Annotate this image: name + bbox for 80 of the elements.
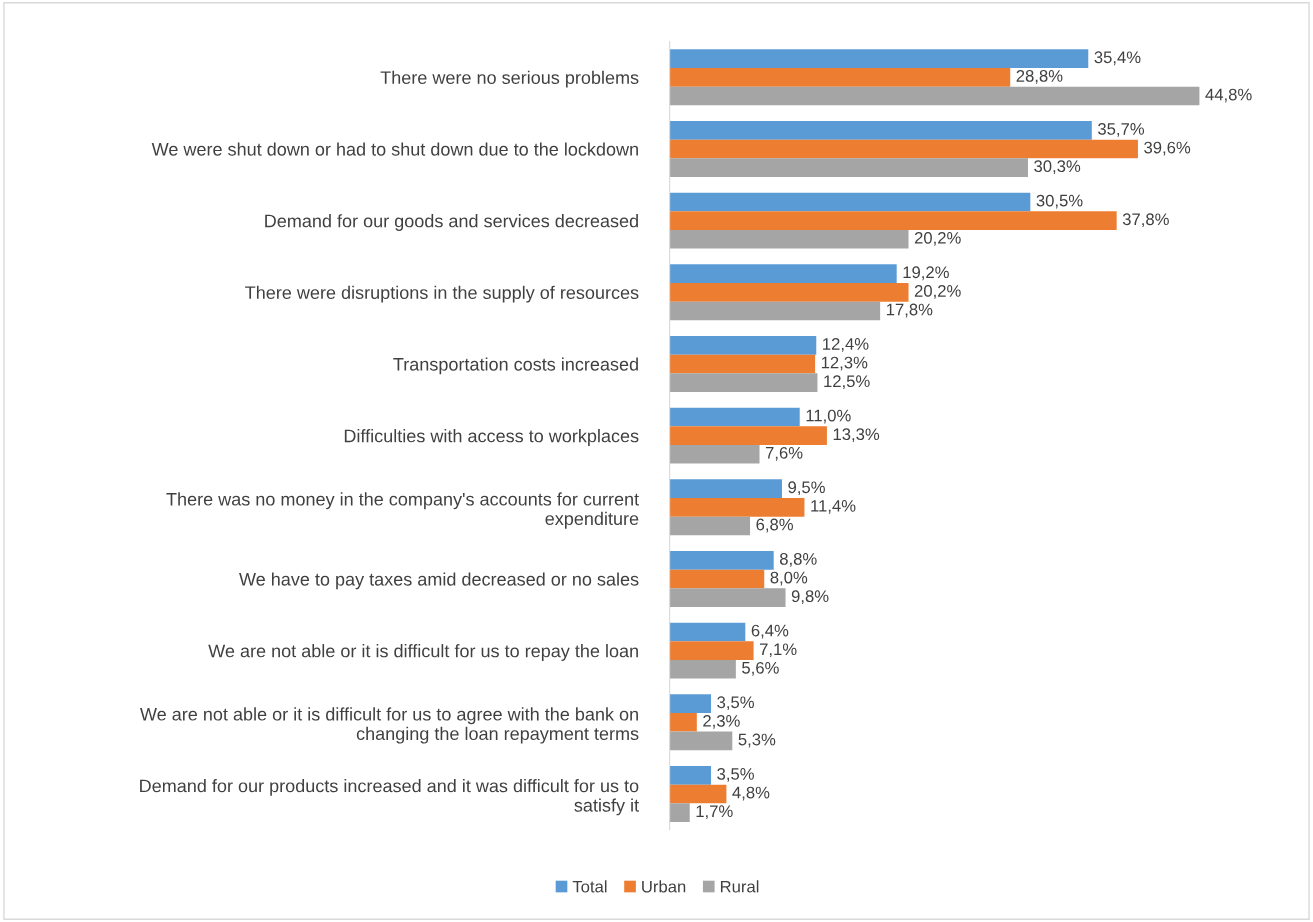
bar — [669, 158, 1028, 177]
data-label: 35,4% — [1094, 51, 1141, 66]
bar — [669, 641, 754, 660]
bar — [669, 407, 800, 427]
legend-label: Urban — [642, 880, 686, 893]
bar — [669, 497, 805, 517]
data-label: 12,5% — [824, 375, 870, 390]
y-tick-label: Difficulties with access to workplaces — [344, 429, 639, 446]
data-label: 2,3% — [703, 714, 740, 729]
data-label: 1,7% — [696, 805, 733, 820]
bar — [669, 373, 818, 392]
y-tick-label: Demand for our goods and services decreased — [265, 214, 638, 231]
bar — [669, 426, 827, 445]
bar — [669, 659, 736, 679]
data-label: 19,2% — [903, 266, 949, 281]
data-label: 6,4% — [751, 624, 789, 639]
y-tick-label: We have to pay taxes amid decreased or no sales — [239, 572, 639, 590]
bar — [669, 301, 881, 321]
data-label: 6,8% — [756, 518, 793, 533]
bar — [669, 784, 727, 804]
data-label: 17,8% — [886, 303, 933, 318]
data-label: 9,8% — [791, 590, 829, 605]
bar — [669, 569, 765, 589]
data-label: 44,8% — [1205, 88, 1252, 103]
bar — [669, 121, 1092, 140]
bar — [669, 694, 712, 713]
data-label: 37,8% — [1122, 213, 1169, 228]
data-label: 3,5% — [717, 768, 754, 782]
bar — [669, 229, 909, 249]
bar — [669, 731, 733, 751]
data-label: 12,4% — [823, 338, 869, 352]
data-label: 5,3% — [738, 733, 776, 748]
data-label: 5,6% — [742, 661, 779, 676]
bar — [669, 86, 1200, 106]
data-label: 12,3% — [821, 356, 868, 371]
bar — [669, 444, 760, 464]
data-label: 4,8% — [732, 786, 770, 801]
bar — [669, 68, 1011, 87]
y-tick-label: We are not able or it is difficult for us to repay the loan — [208, 644, 638, 661]
data-label: 30,5% — [1036, 194, 1083, 209]
bar — [669, 803, 690, 822]
y-tick-label: There were no serious problems — [380, 70, 639, 88]
data-label: 13,3% — [833, 428, 880, 443]
bar — [669, 622, 746, 642]
data-label: 8,0% — [770, 571, 808, 586]
y-tick-label: We are not able or it is difficult for us to agree with the bank on changing the loan repayment terms — [140, 707, 639, 744]
bar — [669, 49, 1089, 69]
bar — [669, 712, 697, 732]
legend-label: Rural — [720, 880, 759, 893]
data-label: 9,5% — [788, 481, 825, 496]
data-label: 3,5% — [717, 696, 754, 711]
data-label: 20,2% — [914, 284, 961, 299]
data-label: 11,0% — [806, 409, 851, 424]
bar — [669, 551, 774, 570]
bar — [669, 139, 1138, 159]
bar — [669, 516, 751, 536]
data-label: 30,3% — [1034, 160, 1081, 175]
data-label: 7,6% — [765, 446, 803, 461]
legend-label: Total — [572, 880, 607, 893]
y-tick-label: Demand for our products increased and it was difficult for us to satisfy it — [140, 779, 639, 816]
data-label: 11,4% — [811, 500, 856, 514]
data-label: 28,8% — [1016, 69, 1063, 84]
y-tick-label: Transportation costs increased — [393, 357, 638, 375]
bar — [669, 283, 909, 302]
bar — [669, 264, 897, 283]
data-label: 7,1% — [760, 643, 797, 658]
bar — [669, 354, 816, 374]
data-label: 39,6% — [1144, 141, 1191, 156]
data-label: 20,2% — [914, 231, 961, 246]
y-tick-label: We were shut down or had to shut down due to the lockdown — [151, 142, 638, 156]
bar — [669, 336, 817, 355]
data-label: 35,7% — [1098, 123, 1145, 137]
bar — [669, 766, 712, 785]
y-tick-label: There were disruptions in the supply of resources — [245, 285, 639, 303]
bar — [669, 479, 782, 498]
bar — [669, 192, 1031, 212]
y-tick-label: There was no money in the company's accounts for current expenditure — [166, 492, 639, 529]
data-label: 8,8% — [779, 553, 817, 567]
bar — [669, 588, 786, 607]
bar — [669, 211, 1117, 230]
